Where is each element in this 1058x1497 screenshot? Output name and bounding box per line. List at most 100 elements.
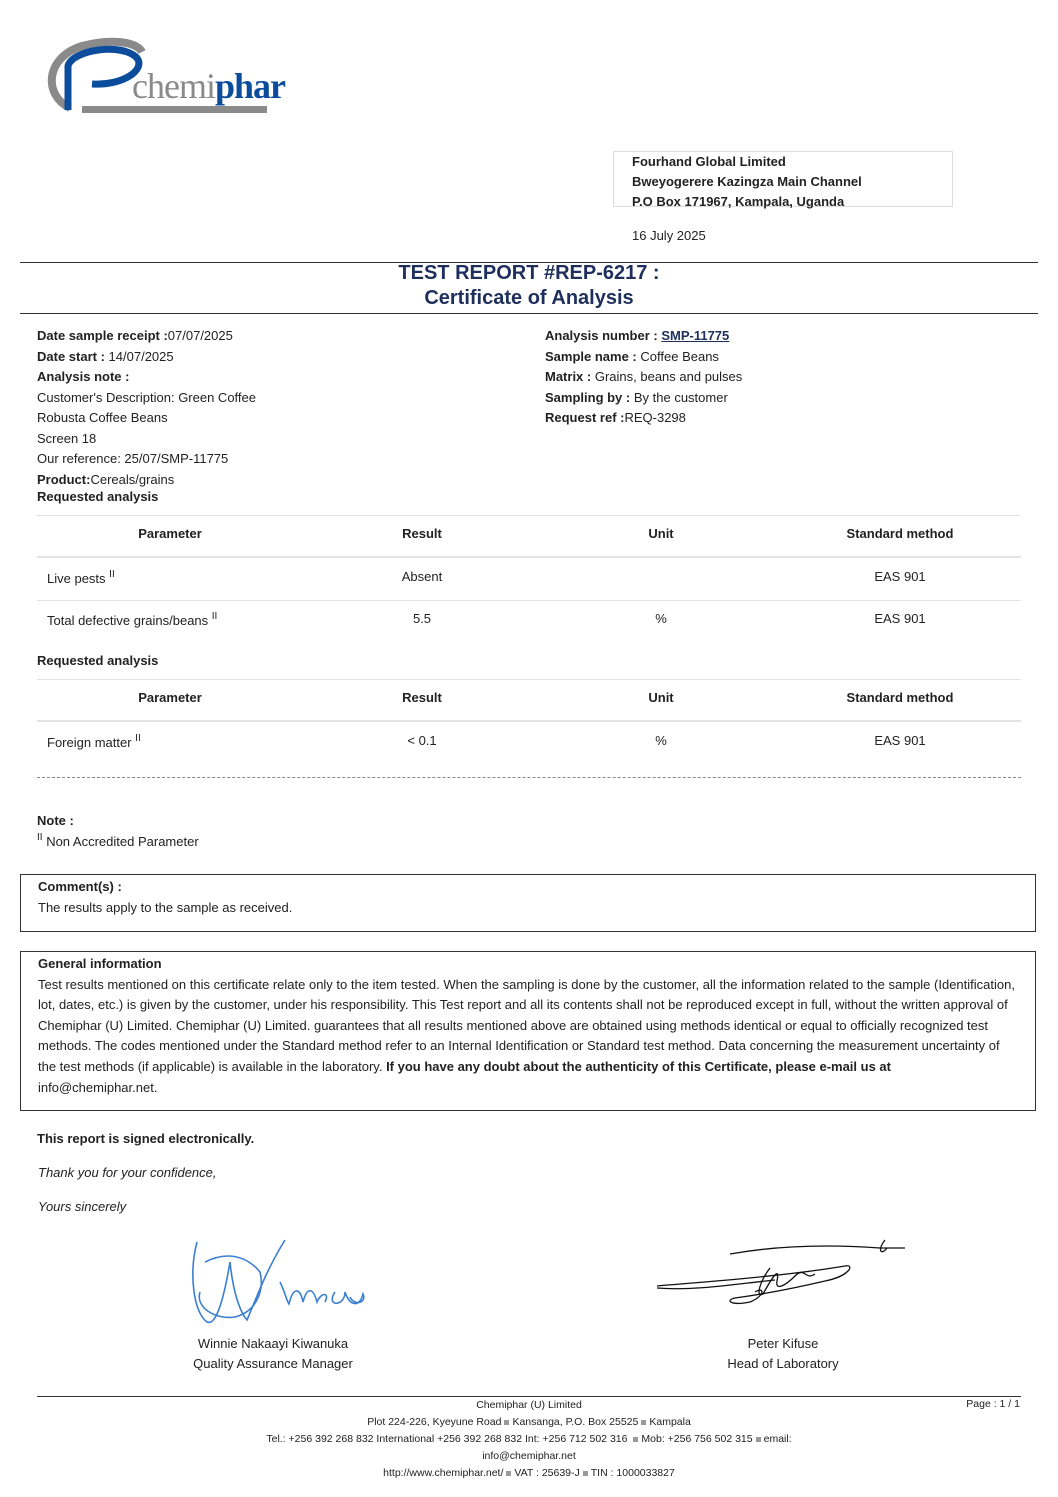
footer-divider (37, 1396, 1021, 1397)
col-result: Result (402, 690, 442, 705)
signature-head-of-lab (656, 1239, 905, 1304)
footer-phones: Tel.: +256 392 268 832 International +25… (0, 1431, 1058, 1448)
footer-web: http://www.chemiphar.net/VAT : 25639-J TI… (0, 1465, 1058, 1482)
recipient-address: Fourhand Global Limited Bweyogerere Kazi… (613, 151, 953, 209)
vat: VAT : 25639-J (514, 1467, 580, 1479)
col-result: Result (402, 526, 442, 541)
footer: Chemiphar (U) Limited Plot 224-226, Kyey… (0, 1397, 1058, 1482)
report-subtitle: Certificate of Analysis (424, 287, 634, 309)
page-number: Page : 1 / 1 (966, 1398, 1020, 1410)
col-unit: Unit (648, 690, 674, 705)
sample-info-left: Date sample receipt :07/07/2025 Date sta… (37, 326, 256, 490)
divider (20, 262, 1038, 263)
note-line: Robusta Coffee Beans (37, 410, 168, 425)
label: Sampling by : (545, 389, 631, 405)
email-label: email: (763, 1433, 792, 1445)
note-description: Non Accredited Parameter (46, 834, 199, 849)
signatory-role: Head of Laboratory (727, 1356, 839, 1371)
unit: % (655, 611, 667, 626)
parameter: Live pests (47, 571, 106, 586)
recipient-city: P.O Box 171967, Kampala, Uganda (632, 194, 845, 209)
label: Analysis number : (545, 328, 658, 343)
parameter: Foreign matter (47, 735, 132, 750)
request-ref: REQ-3298 (624, 410, 686, 425)
note-text: II Non Accredited Parameter (37, 832, 199, 849)
method: EAS 901 (874, 733, 926, 748)
label: Sample name : (545, 348, 637, 364)
col-method: Standard method (846, 526, 954, 541)
general-info-text: Test results mentioned on this certifica… (38, 976, 1015, 1074)
comments-label: Comment(s) : (38, 879, 122, 894)
address-part: Plot 224-226, Kyeyune Road (367, 1416, 502, 1428)
comments-box: Comment(s) : The results apply to the sa… (20, 874, 1036, 932)
signatory-role: Quality Assurance Manager (193, 1356, 353, 1371)
footer-address: Plot 224-226, Kyeyune Road Kansanga, P.O.… (0, 1414, 1058, 1431)
non-accredited-mark: II (135, 733, 141, 744)
label: Request ref : (545, 410, 625, 425)
col-method: Standard method (846, 690, 954, 705)
method: EAS 901 (874, 569, 926, 584)
recipient-street: Bweyogerere Kazingza Main Channel (632, 174, 862, 189)
report-title: TEST REPORT #REP-6217 : (398, 262, 660, 284)
footer-company: Chemiphar (U) Limited (476, 1399, 582, 1411)
label: Date sample receipt : (37, 328, 168, 343)
footer-email: info@chemiphar.net (482, 1450, 576, 1462)
method: EAS 901 (874, 611, 926, 626)
matrix: Grains, beans and pulses (594, 369, 743, 384)
signatory-2: Peter Kifuse Head of Laboratory (630, 1334, 936, 1374)
signature-qa-manager (192, 1239, 365, 1324)
comments-text: The results apply to the sample as recei… (38, 899, 293, 915)
dashed-divider (37, 777, 1021, 778)
general-information-box: General information Test results mention… (20, 951, 1036, 1111)
col-parameter: Parameter (138, 526, 202, 541)
tin: TIN : 1000033827 (590, 1467, 675, 1479)
signed-statement: This report is signed electronically. (37, 1131, 255, 1146)
sampling-by: By the customer (633, 389, 728, 405)
product: Cereals/grains (90, 471, 175, 487)
label: Analysis note : (37, 369, 130, 384)
non-accredited-mark: II (211, 611, 218, 622)
parameter: Total defective grains/beans (47, 613, 209, 628)
signatory-1: Winnie Nakaayi Kiwanuka Quality Assuranc… (120, 1334, 426, 1374)
sample-info-right: Analysis number : SMP-11775 Sample name … (545, 326, 742, 429)
chemiphar-logo: chemiphar (42, 36, 286, 116)
note-label: Note : (37, 813, 74, 828)
analysis-number-link[interactable]: SMP-11775 (661, 328, 730, 343)
non-accredited-mark: II (109, 569, 115, 580)
unit: % (655, 733, 667, 748)
date-receipt: 07/07/2025 (167, 328, 233, 343)
note-line: Customer's Description: Green Coffee (37, 389, 257, 405)
result: < 0.1 (407, 733, 437, 748)
col-parameter: Parameter (138, 690, 202, 705)
note-line: Screen 18 (37, 430, 97, 446)
signatory-name: Winnie Nakaayi Kiwanuka (197, 1336, 349, 1351)
website: http://www.chemiphar.net/ (383, 1467, 504, 1479)
table-heading: Requested analysis (37, 653, 159, 668)
date-start: 14/07/2025 (108, 348, 174, 364)
signatory-name: Peter Kifuse (747, 1336, 819, 1351)
address-part: Kampala (649, 1416, 691, 1428)
report-date: 16 July 2025 (632, 228, 706, 243)
yours-sincerely: Yours sincerely (38, 1199, 127, 1214)
note-line: Our reference: 25/07/SMP-11775 (37, 451, 229, 466)
label: Date start : (37, 348, 105, 364)
thanks-text: Thank you for your confidence, (38, 1165, 217, 1180)
address-part: Kansanga, P.O. Box 25525 (512, 1416, 639, 1428)
label: Matrix : (545, 369, 592, 384)
authenticity-text: If you have any doubt about the authenti… (386, 1058, 891, 1074)
logo-text-accent: phar (214, 66, 286, 106)
table-heading: Requested analysis (37, 489, 159, 504)
logo-text: chemi (132, 66, 216, 106)
col-unit: Unit (648, 526, 674, 541)
logo-mark-icon (47, 37, 267, 113)
mobile: Mob: +256 756 502 315 (641, 1433, 753, 1445)
general-info-label: General information (38, 956, 162, 971)
contact-email: info@chemiphar.net. (38, 1079, 158, 1095)
divider (20, 313, 1038, 314)
phone: Tel.: +256 392 268 832 International +25… (266, 1433, 628, 1445)
label: Product: (37, 471, 91, 487)
sample-name: Coffee Beans (640, 348, 719, 364)
non-accredited-mark: II (37, 832, 43, 843)
result: Absent (401, 569, 443, 584)
recipient-name: Fourhand Global Limited (632, 154, 786, 169)
